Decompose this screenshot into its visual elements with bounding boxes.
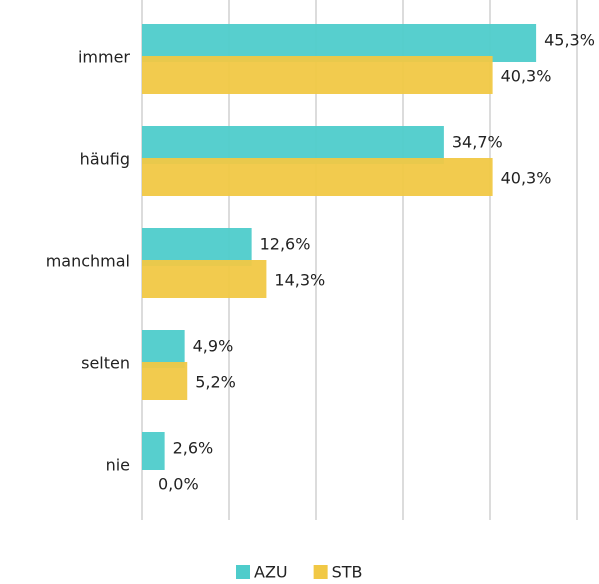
data-label: 2,6% <box>173 439 214 458</box>
legend-label: AZU <box>254 563 288 582</box>
data-label: 0,0% <box>158 475 199 494</box>
y-tick-label: immer <box>78 48 130 67</box>
data-label: 34,7% <box>452 133 503 152</box>
bar <box>142 330 185 368</box>
data-label: 40,3% <box>501 169 552 188</box>
data-label: 5,2% <box>195 373 236 392</box>
bar <box>142 24 537 62</box>
bar <box>142 56 493 94</box>
legend-label: STB <box>332 563 363 582</box>
y-tick-label: manchmal <box>46 252 130 271</box>
bar <box>142 228 252 266</box>
data-label: 4,9% <box>193 337 234 356</box>
data-label: 14,3% <box>274 271 325 290</box>
y-tick-label: häufig <box>80 150 130 169</box>
legend-swatch <box>236 565 250 579</box>
bar <box>142 158 493 196</box>
y-tick-label: nie <box>106 456 130 475</box>
data-label: 40,3% <box>501 67 552 86</box>
data-label: 45,3% <box>544 31 595 50</box>
y-tick-label: selten <box>81 354 130 373</box>
bar <box>142 260 267 298</box>
bar <box>142 432 165 470</box>
bar <box>142 126 444 164</box>
bar <box>142 362 188 400</box>
legend-swatch <box>313 565 328 579</box>
data-label: 12,6% <box>260 235 311 254</box>
